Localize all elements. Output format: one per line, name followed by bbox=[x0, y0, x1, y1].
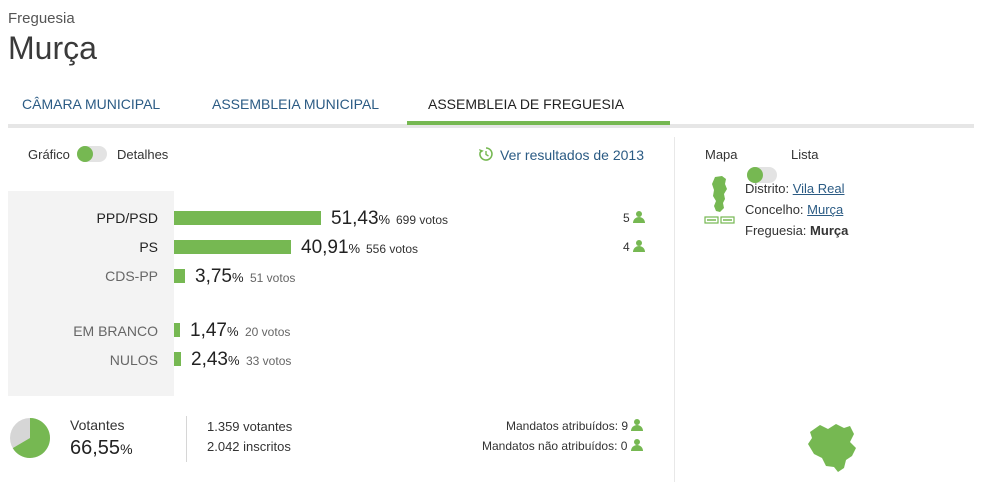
voters-count: 1.359 votantes bbox=[207, 419, 293, 434]
summary-divider bbox=[186, 416, 187, 462]
result-bar bbox=[174, 323, 180, 337]
percent-sign: % bbox=[227, 353, 240, 368]
turnout-value: 66,55 bbox=[70, 437, 121, 459]
result-votes: 33 votos bbox=[246, 354, 292, 368]
result-percent: 3,75% bbox=[195, 266, 244, 288]
breadcrumb: Freguesia bbox=[8, 10, 75, 27]
mandates-unassigned: Mandatos não atribuídos: 0 bbox=[482, 439, 643, 453]
result-votes: 556 votos bbox=[366, 242, 419, 256]
percent-value: 1,47 bbox=[190, 320, 227, 341]
percent-sign: % bbox=[226, 324, 239, 339]
result-percent: 40,91% bbox=[301, 237, 360, 259]
result-percent: 51,43% bbox=[331, 208, 390, 230]
list-view-label: Lista bbox=[791, 147, 819, 162]
map-view-label: Mapa bbox=[705, 147, 738, 162]
party-label: PPD/PSD bbox=[96, 210, 158, 226]
percent-sign: % bbox=[378, 212, 391, 227]
mandates-assigned: Mandatos atribuídos: 9 bbox=[506, 419, 644, 433]
mandates-unassigned-text: Mandatos não atribuídos: 0 bbox=[482, 439, 628, 453]
county-label: Concelho: bbox=[745, 202, 804, 217]
details-view-label: Detalhes bbox=[117, 147, 169, 162]
result-bar bbox=[174, 269, 185, 283]
party-label: EM BRANCO bbox=[73, 323, 158, 339]
parish-label: Freguesia: bbox=[745, 223, 807, 238]
turnout-slice bbox=[12, 418, 50, 458]
county-link[interactable]: Murça bbox=[807, 202, 844, 217]
mandates-count: 5 bbox=[623, 211, 646, 225]
view-toggle[interactable] bbox=[77, 146, 107, 162]
percent-sign: % bbox=[348, 241, 361, 256]
party-label: NULOS bbox=[109, 352, 158, 368]
result-votes: 20 votos bbox=[245, 325, 291, 339]
mandates-value: 5 bbox=[623, 211, 630, 225]
parish-row: Freguesia: Murça bbox=[745, 220, 848, 241]
history-icon bbox=[478, 146, 494, 167]
person-icon bbox=[631, 419, 644, 431]
portugal-map-icon[interactable] bbox=[704, 175, 736, 230]
panel-divider bbox=[674, 137, 675, 482]
parish-map-shape[interactable] bbox=[806, 420, 862, 476]
page-title: Murça bbox=[8, 30, 97, 66]
result-votes: 51 votos bbox=[250, 271, 296, 285]
toggle-knob bbox=[77, 146, 93, 162]
result-votes: 699 votos bbox=[396, 213, 449, 227]
turnout-label: Votantes bbox=[70, 417, 125, 433]
mandates-assigned-text: Mandatos atribuídos: 9 bbox=[506, 419, 629, 433]
district-link[interactable]: Vila Real bbox=[792, 181, 845, 196]
tab-camara-municipal[interactable]: CÂMARA MUNICIPAL bbox=[22, 96, 161, 112]
map-list-toggle[interactable] bbox=[747, 167, 777, 183]
turnout-percent: 66,55% bbox=[70, 437, 133, 460]
location-details: Distrito: Vila Real Concelho: Murça Freg… bbox=[745, 178, 848, 241]
percent-value: 51,43 bbox=[331, 208, 379, 229]
percent-value: 2,43 bbox=[191, 349, 228, 370]
tab-assembleia-municipal[interactable]: ASSEMBLEIA MUNICIPAL bbox=[212, 96, 380, 112]
county-row: Concelho: Murça bbox=[745, 199, 848, 220]
active-tab-indicator bbox=[407, 121, 670, 125]
party-label: PS bbox=[139, 239, 158, 255]
mandates-count: 4 bbox=[623, 240, 646, 254]
percent-value: 40,91 bbox=[301, 237, 349, 258]
person-icon bbox=[633, 211, 646, 223]
turnout-pie-chart bbox=[10, 418, 50, 458]
registered-count: 2.042 inscritos bbox=[207, 439, 291, 454]
party-label: CDS-PP bbox=[105, 268, 158, 284]
percent-value: 3,75 bbox=[195, 266, 232, 287]
district-label: Distrito: bbox=[745, 181, 790, 196]
parish-value: Murça bbox=[810, 223, 849, 238]
tab-assembleia-freguesia[interactable]: ASSEMBLEIA DE FREGUESIA bbox=[428, 96, 625, 112]
person-icon bbox=[633, 240, 646, 252]
person-icon bbox=[630, 439, 643, 451]
party-labels-panel bbox=[8, 191, 174, 396]
tab-bar: CÂMARA MUNICIPAL ASSEMBLEIA MUNICIPAL AS… bbox=[8, 88, 974, 128]
toggle-knob bbox=[747, 167, 763, 183]
result-bar bbox=[174, 211, 321, 225]
result-bar bbox=[174, 240, 291, 254]
result-percent: 2,43% bbox=[191, 349, 240, 371]
history-link[interactable]: Ver resultados de 2013 bbox=[500, 147, 644, 163]
percent-sign: % bbox=[231, 270, 244, 285]
result-percent: 1,47% bbox=[190, 320, 239, 342]
result-bar bbox=[174, 352, 181, 366]
district-row: Distrito: Vila Real bbox=[745, 178, 848, 199]
mandates-value: 4 bbox=[623, 240, 630, 254]
chart-view-label: Gráfico bbox=[28, 147, 70, 162]
percent-sign: % bbox=[120, 441, 133, 457]
